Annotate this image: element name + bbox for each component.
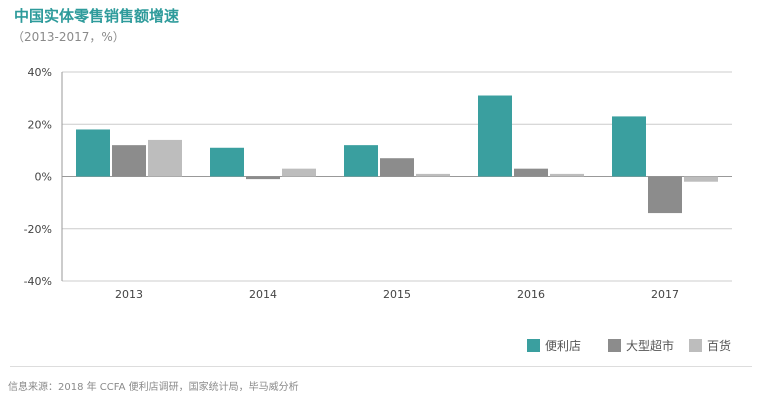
y-tick-label: 40% — [28, 66, 52, 79]
bar-2016-s1 — [514, 168, 548, 177]
bar-2014-s1 — [246, 176, 280, 180]
y-tick-label: 0% — [35, 171, 52, 184]
x-tick-label: 2017 — [651, 288, 679, 301]
bar-2015-s1 — [380, 158, 414, 177]
x-tick-label: 2013 — [115, 288, 143, 301]
source-note: 信息来源：2018 年 CCFA 便利店调研，国家统计局，毕马威分析 — [8, 382, 299, 393]
bar-2014-s0 — [210, 147, 244, 177]
bar-2016-s2 — [550, 173, 584, 177]
chart-title: 中国实体零售销售额增速 — [14, 7, 180, 25]
bar-2015-s0 — [344, 145, 378, 177]
bar-2013-s0 — [76, 129, 110, 177]
chart-subtitle: （2013-2017，%） — [12, 30, 125, 44]
bar-2017-s0 — [612, 116, 646, 177]
legend-swatch — [608, 339, 621, 352]
legend-swatch — [689, 339, 702, 352]
y-tick-label: 20% — [28, 118, 52, 131]
x-tick-label: 2016 — [517, 288, 545, 301]
bar-2013-s2 — [148, 139, 182, 177]
legend-swatch — [527, 339, 540, 352]
bar-2013-s1 — [112, 145, 146, 177]
y-tick-label: -20% — [24, 223, 52, 236]
divider — [10, 366, 752, 367]
x-tick-label: 2014 — [249, 288, 277, 301]
legend-label: 大型超市 — [626, 338, 674, 353]
bar-2014-s2 — [282, 168, 316, 177]
legend: 便利店 大型超市 百货 — [527, 338, 731, 353]
bars — [76, 95, 718, 214]
legend-label: 百货 — [707, 338, 731, 353]
x-axis-ticks: 2013 2014 2015 2016 2017 — [115, 288, 679, 301]
y-axis-ticks: 40% 20% 0% -20% -40% — [24, 66, 52, 288]
bar-2017-s1 — [648, 176, 682, 214]
bar-2017-s2 — [684, 176, 718, 182]
x-tick-label: 2015 — [383, 288, 411, 301]
y-tick-label: -40% — [24, 275, 52, 288]
legend-label: 便利店 — [545, 339, 581, 353]
bar-chart: 40% 20% 0% -20% -40% 2013 2014 2015 2016 2017 便利… — [24, 66, 732, 353]
bar-2015-s2 — [416, 173, 450, 177]
bar-2016-s0 — [478, 95, 512, 177]
